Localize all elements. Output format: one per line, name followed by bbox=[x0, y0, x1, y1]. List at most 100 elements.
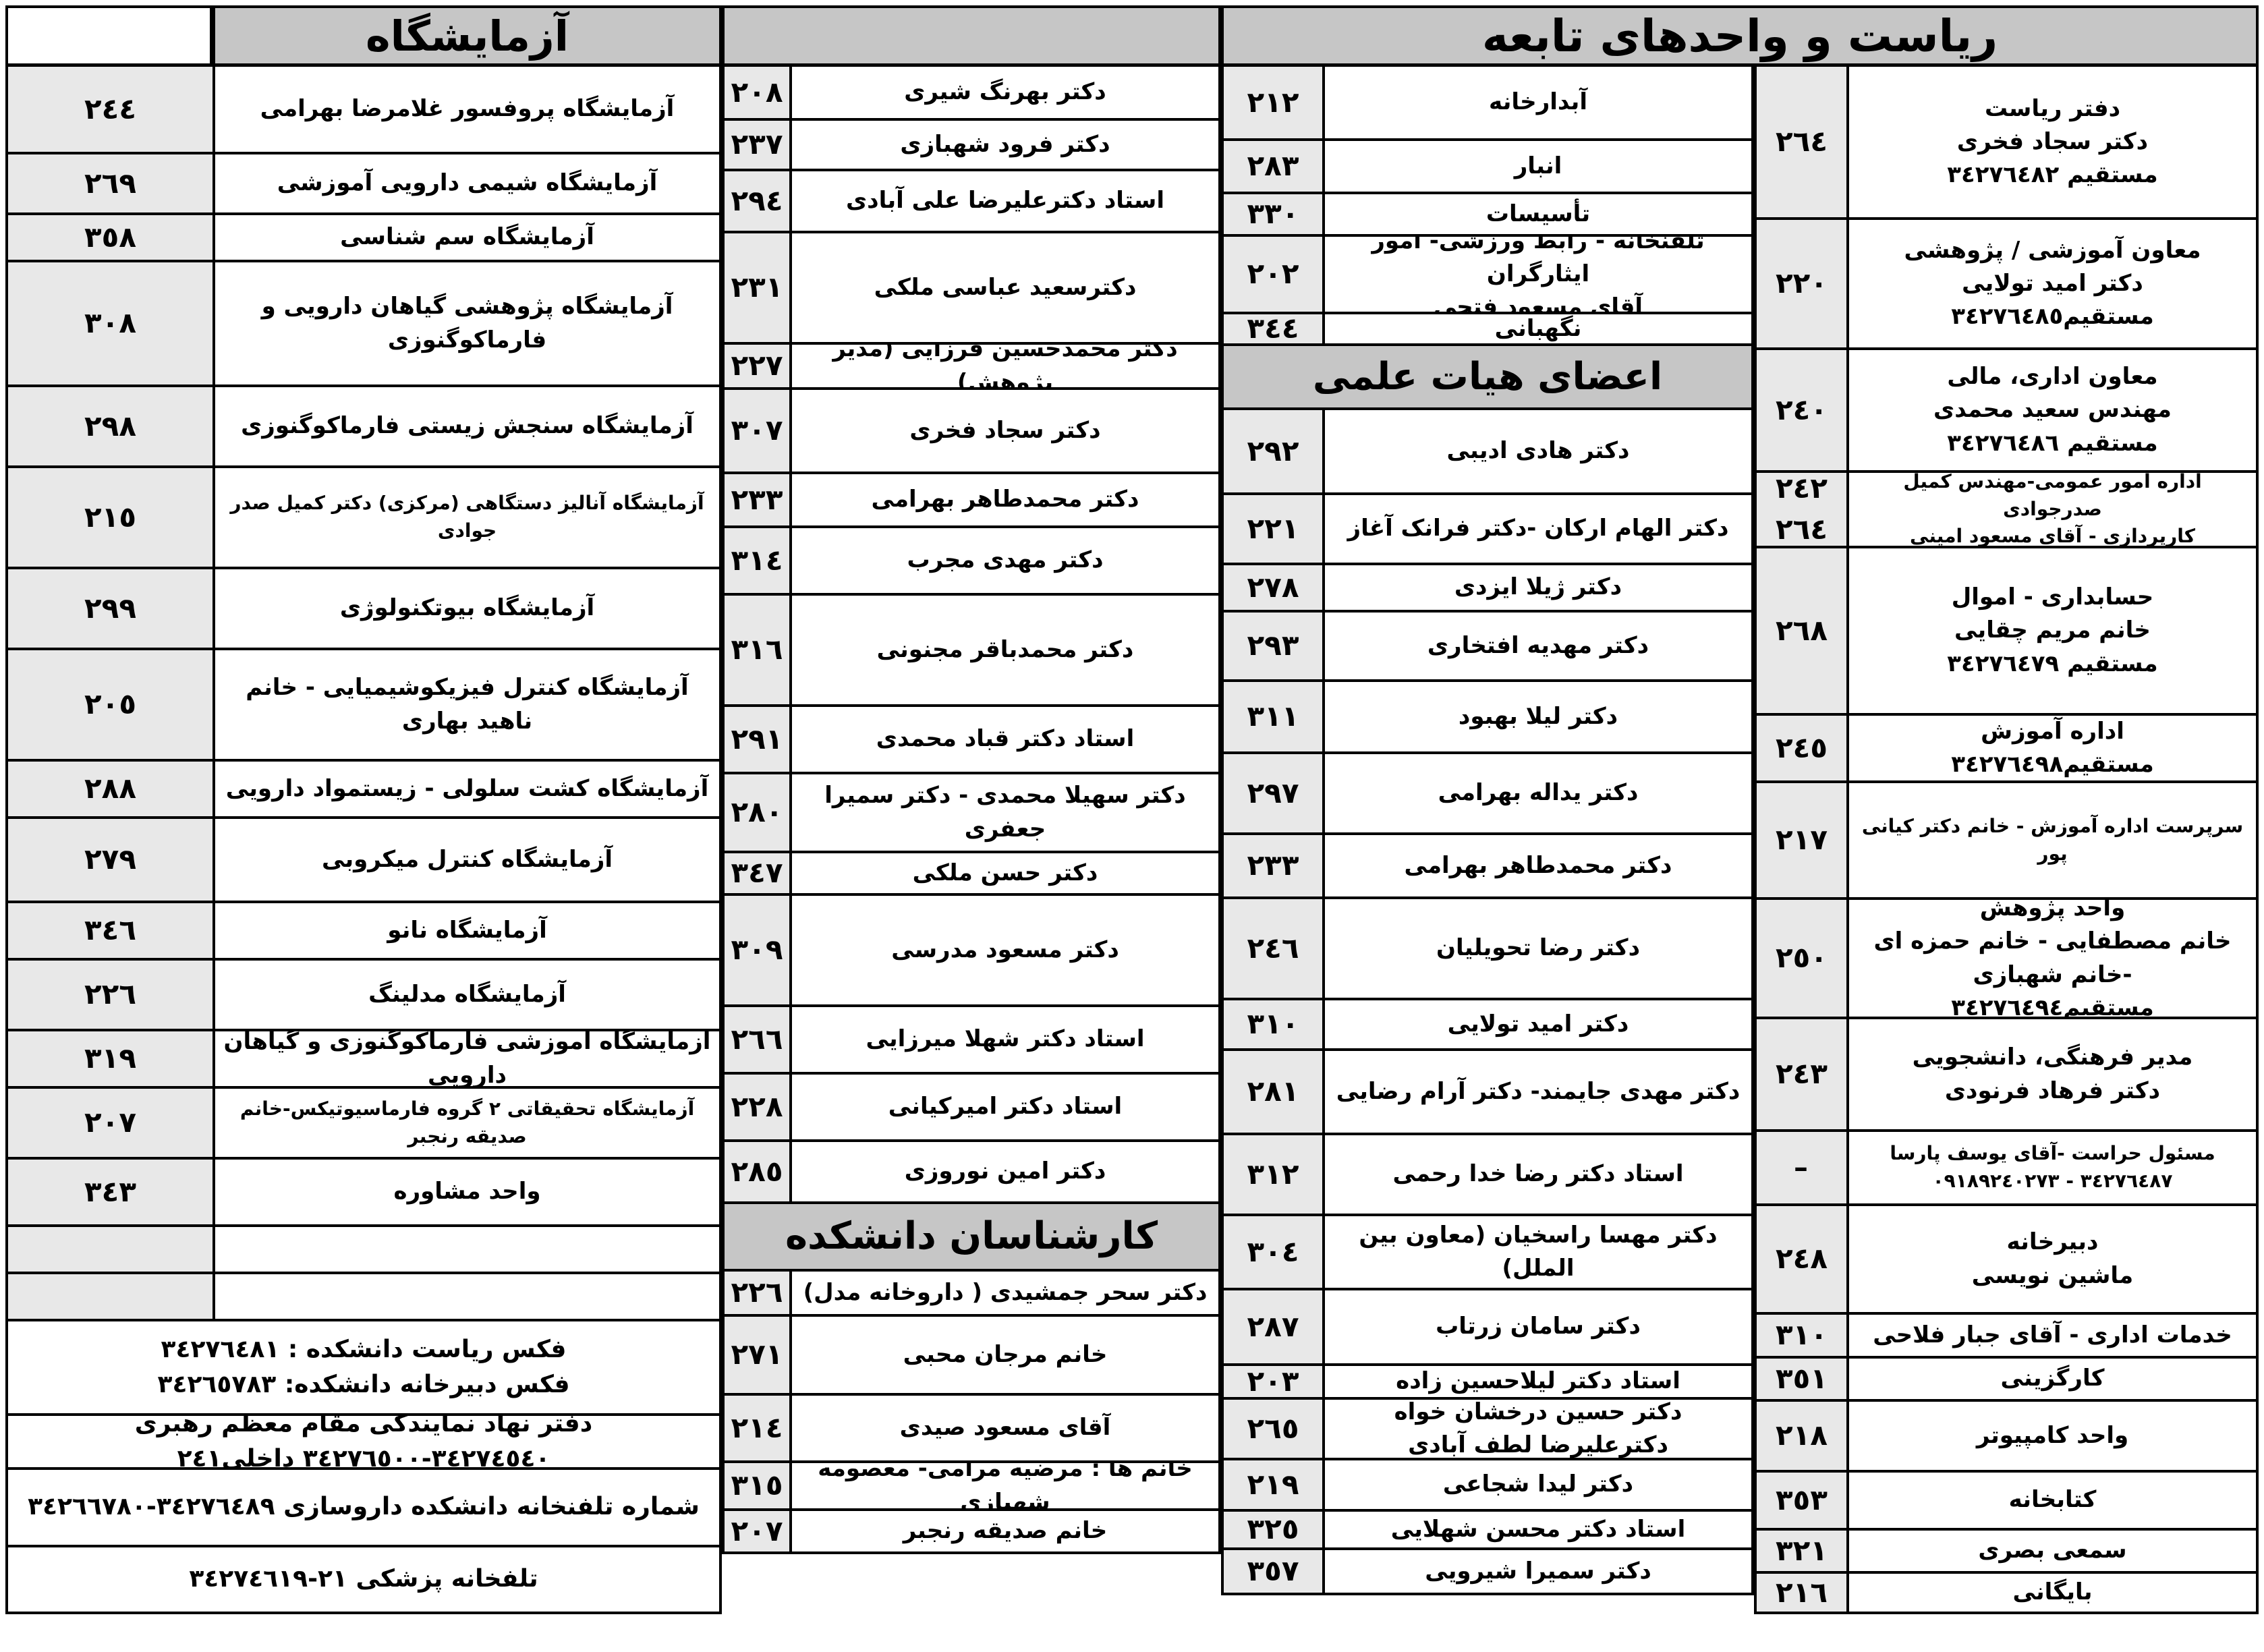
name-cell: دکتر محمدحسین فرزایی (مدیر پژوهش) bbox=[832, 345, 1178, 387]
name-cell: معاون اداری، مالی مهندس سعید محمدی مستقی… bbox=[1933, 363, 2172, 457]
extension-cell: ٢٧٩ bbox=[8, 819, 215, 901]
extension-cell: ٢٩٨ bbox=[8, 387, 215, 465]
table-row: ٢٨٥ دکتر امین نوروزی bbox=[725, 1142, 1218, 1204]
name-cell: دکتر مهسا راسخیان (معاون بین الملل) bbox=[1359, 1221, 1718, 1282]
table-row: ٢١٩ دکتر لیدا شجاعی bbox=[1224, 1460, 1751, 1512]
table-row: ٢١٢ آبدارخانه bbox=[1224, 67, 1751, 141]
extension-cell: ٢١٦ bbox=[1757, 1574, 1849, 1612]
name-cell: حسابداری - اموال خانم مریم چقایی مستقیم … bbox=[1947, 583, 2158, 677]
extension-cell: ٣٠٩ bbox=[725, 896, 792, 1004]
table-row: – مسئول حراست -آقای یوسف پارسا ٣٤٢٧٦٤٨٧ -… bbox=[1757, 1132, 2256, 1206]
table-row: ٢٢٦ دکتر سحر جمشیدی ( داروخانه مدل) bbox=[725, 1272, 1218, 1317]
name-cell: آزمایشگاه مدلینگ bbox=[368, 980, 566, 1008]
table-row: ٢١٦ بایگانی bbox=[1757, 1574, 2256, 1612]
name-cell: آزمایشگاه شیمی دارویی آموزشی bbox=[277, 169, 658, 197]
units-faculty-group-table: ٢١٢ آبدارخانه ٢٨٣ انبار ٣٣٠ تأسیسات ٢٠٢ تلفنخان… bbox=[1221, 64, 1754, 1595]
extension-cell: ٣١٢ bbox=[1224, 1135, 1325, 1214]
table-row: ٣١٦ دکتر محمدباقر مجنونی bbox=[725, 596, 1218, 707]
table-row: ٣٤٧ دکتر حسن ملکی bbox=[725, 853, 1218, 896]
name-cell: دفتر ریاست دکتر سجاد فخری مستقیم ٣٤٢٧٦٤٨… bbox=[1947, 94, 2158, 189]
name-cell: استاد دکتر قباد محمدی bbox=[876, 725, 1135, 753]
table-row: ٢٦٥ دکتر حسین درخشان خواه دکترعلیرضا لطف … bbox=[1224, 1400, 1751, 1460]
table-row: ٣١٠ خدمات اداری - آقای جبار فلاحی bbox=[1757, 1315, 2256, 1359]
name-cell: دکتر لیدا شجاعی bbox=[1442, 1471, 1634, 1498]
name-cell: خدمات اداری - آقای جبار فلاحی bbox=[1873, 1321, 2232, 1348]
extension-cell bbox=[8, 1227, 215, 1272]
extension-cell: ٢٢٧ bbox=[725, 345, 792, 387]
extension-cell: ٣٥٣ bbox=[1757, 1473, 1849, 1528]
name-cell: دکترسعید عباسی ملکی bbox=[874, 273, 1137, 301]
table-row: ٣١١ دکتر لیلا بهبود bbox=[1224, 682, 1751, 754]
table-row: ٢٤٥ اداره آموزش مستقیم٣٤٢٧٦٤٩٨ bbox=[1757, 716, 2256, 783]
extension-cell: ٣١٠ bbox=[1757, 1315, 1849, 1356]
extension-cell: ٢٩٧ bbox=[1224, 754, 1325, 832]
extension-cell: ٢٤٤ bbox=[8, 67, 215, 152]
extension-cell bbox=[8, 1274, 215, 1319]
extension-cell: ٣١٤ bbox=[725, 528, 792, 593]
name-cell: تأسیسات bbox=[1485, 200, 1591, 227]
extension-cell: ٣٤٤ bbox=[1224, 314, 1325, 343]
table-row: ٣٢١ سمعی بصری bbox=[1757, 1531, 2256, 1574]
lab-header-corner-cell bbox=[5, 5, 213, 66]
table-row: ٢٧٩ آزمایشگاه کنترل میکروبی bbox=[8, 819, 719, 903]
table-row: ٢١٧ سرپرست اداره آموزش - خانم دکتر کیانی … bbox=[1757, 783, 2256, 900]
name-cell: آزمایشگاه کنترل فیزیکوشیمیایی - خانم ناه… bbox=[246, 674, 689, 735]
table-row: ٣١٥ خانم ها : مرضیه مرامی- معصومه شهبازی bbox=[725, 1463, 1218, 1511]
name-cell: دکتر سهیلا محمدی - دکتر سمیرا جعفری bbox=[824, 782, 1186, 843]
riasat-units-group-table: ٢٦٤ دفتر ریاست دکتر سجاد فخری مستقیم ٣٤٢٧… bbox=[1754, 64, 2259, 1614]
name-cell: دکتر مسعود مدرسی bbox=[891, 936, 1119, 963]
table-row: ٢٧٨ دکتر ژیلا ایزدی bbox=[1224, 565, 1751, 613]
table-row: شماره تلفنخانه دانشکده داروسازی ٣٤٢٧٦٤٨٩… bbox=[8, 1470, 719, 1547]
section-header: کارشناسان دانشکده bbox=[725, 1204, 1218, 1269]
table-row bbox=[8, 1227, 719, 1274]
extension-cell: ٢٢٦ bbox=[8, 961, 215, 1029]
name-cell: کارگزینی bbox=[2000, 1365, 2105, 1392]
name-cell: مسئول حراست -آقای یوسف پارسا ٣٤٢٧٦٤٨٧ - … bbox=[1890, 1142, 2215, 1192]
section-header-row: اعضای هیات علمی bbox=[1224, 346, 1751, 410]
extension-cell: ٣٠٤ bbox=[1224, 1216, 1325, 1288]
name-cell: استاد دکتر شهلا میرزایی bbox=[866, 1025, 1145, 1053]
extension-cell: ٣٢٥ bbox=[1224, 1512, 1325, 1547]
name-cell: سرپرست اداره آموزش - خانم دکتر کیانی پور bbox=[1861, 814, 2244, 865]
extension-cell: ٢٤٦ bbox=[1224, 899, 1325, 998]
table-row: ٢٩٣ دکتر مهدیه افتخاری bbox=[1224, 613, 1751, 682]
name-cell: آزمایشگاه کشت سلولی - زیستمواد دارویی bbox=[225, 774, 709, 802]
name-cell: دکتر ژیلا ایزدی bbox=[1454, 573, 1622, 601]
table-row: ٢١٨ واحد کامپیوتر bbox=[1757, 1402, 2256, 1473]
table-row: ٢٠٨ دکتر بهرنگ شیری bbox=[725, 67, 1218, 121]
name-cell: آزمایشگاه سم شناسی bbox=[340, 223, 594, 251]
name-cell: اداره امور عمومی-مهندس کمیل صدرجوادی کار… bbox=[1903, 473, 2202, 546]
table-row: ٢٦٨ حسابداری - اموال خانم مریم چقایی مستق… bbox=[1757, 548, 2256, 716]
table-row: ٢٥٠ واحد پژوهش خانم مصطفایی - خانم حمزه ا… bbox=[1757, 900, 2256, 1019]
table-row: ٢٠٥ آزمایشگاه کنترل فیزیکوشیمیایی - خانم … bbox=[8, 650, 719, 762]
extension-cell: ٣٣٠ bbox=[1224, 194, 1325, 234]
table-row: ٢٨٠ دکتر سهیلا محمدی - دکتر سمیرا جعفری bbox=[725, 774, 1218, 853]
extension-cell: ٢٣٧ bbox=[725, 121, 792, 169]
extension-cell: ٢٦٦ bbox=[725, 1007, 792, 1072]
name-cell: بایگانی bbox=[2012, 1578, 2093, 1606]
extension-cell: ٣٠٧ bbox=[725, 390, 792, 472]
extension-cell: ٢٤٢ ٢٦٤ bbox=[1757, 473, 1849, 546]
extension-cell: ٢٤٠ bbox=[1757, 350, 1849, 470]
table-row: ٢٠٣ استاد دکتر لیلاحسین زاده bbox=[1224, 1366, 1751, 1400]
extension-cell: ٢٣١ bbox=[725, 233, 792, 342]
table-row: ٣٥٧ دکتر سمیرا شیرویی bbox=[1224, 1550, 1751, 1593]
extension-cell: ٢٨٠ bbox=[725, 774, 792, 851]
extension-cell: ٢٩١ bbox=[725, 707, 792, 772]
name-cell: آزمایشگاه کنترل میکروبی bbox=[321, 845, 613, 873]
extension-cell: ٢١٨ bbox=[1757, 1402, 1849, 1470]
table-row: ٢٣٣ دکتر محمدطاهر بهرامی bbox=[1224, 835, 1751, 899]
table-row: ٣٥٣ کتابخانه bbox=[1757, 1473, 2256, 1531]
name-cell: دکتر مهدیه افتخاری bbox=[1427, 631, 1649, 659]
extension-cell: ٢٠٢ bbox=[1224, 237, 1325, 312]
extension-cell: ٣١١ bbox=[1224, 682, 1325, 751]
extension-cell: ٢٩٤ bbox=[725, 171, 792, 231]
extension-cell: ٢٨٨ bbox=[8, 762, 215, 816]
extension-cell: ٢١٤ bbox=[725, 1396, 792, 1460]
name-cell: آقای مسعود صیدی bbox=[899, 1414, 1111, 1442]
extension-cell: ٢٦٨ bbox=[1757, 548, 1849, 713]
table-row: ٢٦٩ آزمایشگاه شیمی دارویی آموزشی bbox=[8, 154, 719, 215]
extension-cell: ٣٥١ bbox=[1757, 1359, 1849, 1399]
table-row: ٢٣٣ دکتر محمدطاهر بهرامی bbox=[725, 474, 1218, 528]
extension-cell: ٢٨١ bbox=[1224, 1051, 1325, 1133]
